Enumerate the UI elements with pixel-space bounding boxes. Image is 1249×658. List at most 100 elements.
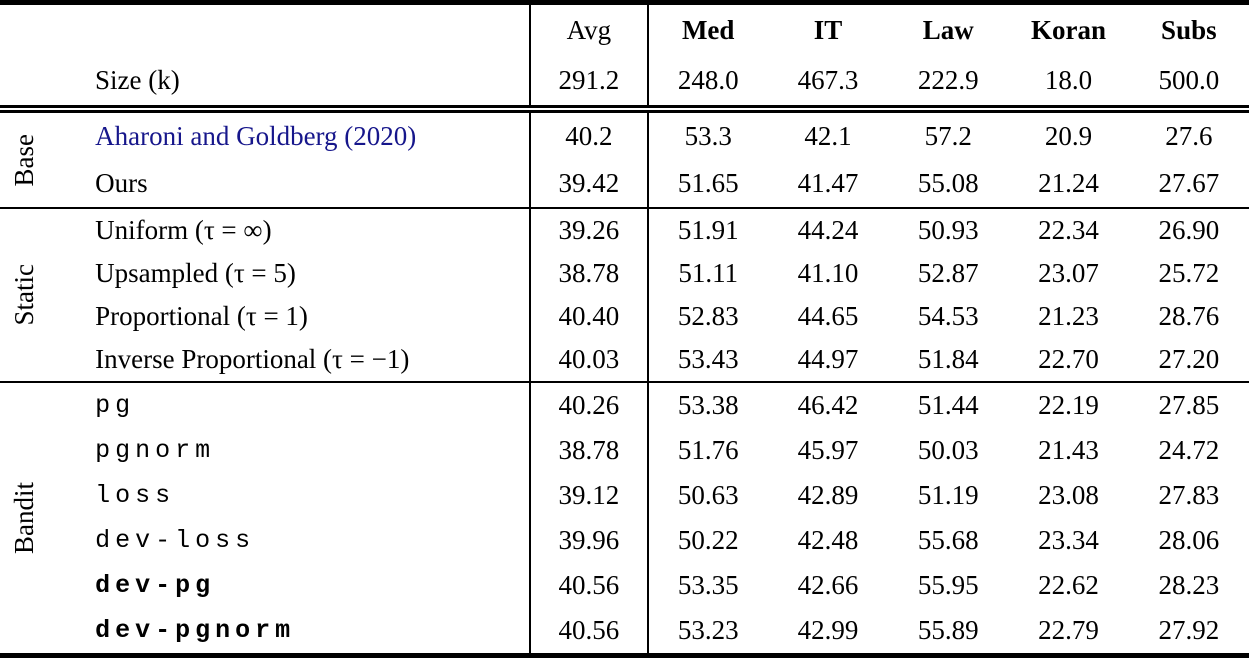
metric-cell: 39.26 [529, 207, 649, 252]
metric-cell: 38.78 [529, 428, 649, 473]
group-label-text: Bandit [8, 482, 39, 554]
size-cell: 248.0 [647, 55, 768, 113]
metric-cell: 39.96 [529, 518, 649, 563]
table-row: Upsampled (τ = 5) 38.78 51.11 41.10 52.8… [0, 252, 1249, 295]
metric-cell: 53.23 [677, 615, 739, 645]
column-header-row: Avg Med IT Law Koran Subs [0, 2, 1249, 56]
metric-cell: 20.9 [1044, 121, 1093, 151]
metric-cell: 28.23 [1158, 570, 1220, 600]
table-row: dev-pg 40.56 53.35 42.66 55.95 22.62 28.… [0, 563, 1249, 608]
table-row: Proportional (τ = 1) 40.40 52.83 44.65 5… [0, 295, 1249, 338]
table-row: pgnorm 38.78 51.76 45.97 50.03 21.43 24.… [0, 428, 1249, 473]
metric-cell: 50.63 [677, 480, 739, 510]
size-cell: 291.2 [529, 55, 649, 113]
group-label-static: Static [0, 207, 49, 382]
metric-cell: 42.99 [797, 615, 859, 645]
size-cell: 500.0 [1128, 55, 1249, 113]
header-corner-cell [0, 3, 530, 56]
size-cell: 18.0 [1008, 55, 1129, 113]
metric-cell: 27.20 [1158, 344, 1220, 374]
metric-cell: 53.38 [647, 381, 768, 428]
row-label: pgnorm [95, 436, 216, 465]
row-label: loss [95, 481, 176, 510]
metric-cell: 21.24 [1038, 168, 1099, 198]
metric-cell: 51.11 [678, 258, 739, 288]
row-label: Ours [95, 168, 148, 198]
metric-cell: 44.65 [797, 301, 859, 331]
metric-cell: 53.43 [677, 344, 739, 374]
row-label: Uniform (τ = ∞) [48, 207, 531, 252]
metric-cell: 50.03 [917, 435, 979, 465]
metric-cell: 51.19 [917, 480, 979, 510]
table-row: Ours 39.42 51.65 41.47 55.08 21.24 27.67 [0, 160, 1249, 208]
metric-cell: 51.84 [917, 344, 979, 374]
group-base: Base Aharoni and Goldberg (2020) 40.2 53… [0, 109, 1249, 208]
metric-cell: 27.6 [1165, 121, 1213, 151]
metric-cell: 27.83 [1158, 480, 1220, 510]
row-label: Aharoni and Goldberg (2020) [48, 109, 530, 160]
metric-cell: 51.65 [677, 168, 739, 198]
group-label-bandit: Bandit [0, 381, 49, 656]
metric-cell: 39.12 [529, 473, 649, 518]
size-row-label: Size (k) [0, 55, 531, 113]
metric-cell: 42.1 [804, 121, 852, 151]
row-label: Inverse Proportional (τ = −1) [95, 344, 410, 374]
metric-cell: 50.22 [677, 525, 739, 555]
metric-cell: 55.08 [917, 168, 979, 198]
metric-cell: 40.26 [529, 381, 649, 428]
column-header-it: IT [813, 14, 843, 45]
table-row: dev-pgnorm 40.56 53.23 42.99 55.89 22.79… [0, 608, 1249, 656]
citation-link[interactable]: Aharoni and Goldberg (2020) [95, 121, 417, 151]
size-cell: 222.9 [888, 55, 1009, 113]
metric-cell: 28.76 [1158, 301, 1220, 331]
table-row: Static Uniform (τ = ∞) 39.26 51.91 44.24… [0, 207, 1249, 382]
metric-cell: 51.91 [647, 207, 768, 252]
metric-cell: 55.95 [917, 570, 979, 600]
row-label: dev-loss [95, 526, 256, 555]
metric-cell: 40.03 [529, 338, 649, 382]
metric-cell: 40.2 [529, 109, 649, 160]
column-header-law: Law [922, 14, 974, 45]
metric-cell: 40.56 [529, 608, 649, 656]
metric-cell: 21.23 [1038, 301, 1099, 331]
metric-cell: 27.67 [1158, 168, 1220, 198]
table-row: dev-loss 39.96 50.22 42.48 55.68 23.34 2… [0, 518, 1249, 563]
metric-cell: 51.76 [677, 435, 739, 465]
column-header-subs: Subs [1161, 14, 1217, 45]
column-header-koran: Koran [1031, 14, 1107, 45]
metric-cell: 42.66 [797, 570, 859, 600]
metric-cell: 38.78 [529, 252, 649, 295]
metric-cell: 53.35 [677, 570, 739, 600]
group-static: Static Uniform (τ = ∞) 39.26 51.91 44.24… [0, 207, 1249, 382]
column-header-avg: Avg [529, 2, 649, 55]
size-cell: 467.3 [767, 55, 889, 113]
metric-cell: 22.19 [1008, 381, 1129, 428]
metric-cell: 27.92 [1158, 615, 1220, 645]
metric-cell: 22.79 [1038, 615, 1099, 645]
size-row: Size (k) 291.2 248.0 467.3 222.9 18.0 50… [0, 55, 1249, 113]
group-label-text: Static [8, 264, 39, 326]
metric-cell: 57.2 [924, 121, 972, 151]
metric-cell: 45.97 [797, 435, 859, 465]
metric-cell: 54.53 [917, 301, 979, 331]
group-bandit: Bandit pg 40.26 53.38 46.42 51.44 22.19 … [0, 381, 1249, 656]
metric-cell: 46.42 [767, 381, 889, 428]
metric-cell: 26.90 [1128, 207, 1249, 252]
metric-cell: 23.07 [1038, 258, 1099, 288]
metric-cell: 22.34 [1008, 207, 1129, 252]
row-label: dev-pgnorm [95, 616, 296, 645]
metric-cell: 42.89 [797, 480, 859, 510]
table-header: Avg Med IT Law Koran Subs Size (k) 291.2… [0, 2, 1249, 113]
table-row: Inverse Proportional (τ = −1) 40.03 53.4… [0, 338, 1249, 382]
row-label: Upsampled (τ = 5) [95, 258, 296, 288]
table-row: Base Aharoni and Goldberg (2020) 40.2 53… [0, 109, 1249, 186]
metric-cell: 24.72 [1158, 435, 1220, 465]
metric-cell: 27.85 [1128, 381, 1249, 428]
metric-cell: 40.56 [529, 563, 649, 608]
table-row: Bandit pg 40.26 53.38 46.42 51.44 22.19 … [0, 381, 1249, 656]
metric-cell: 51.44 [888, 381, 1009, 428]
metric-cell: 39.42 [529, 160, 649, 208]
row-label: Proportional (τ = 1) [95, 301, 308, 331]
